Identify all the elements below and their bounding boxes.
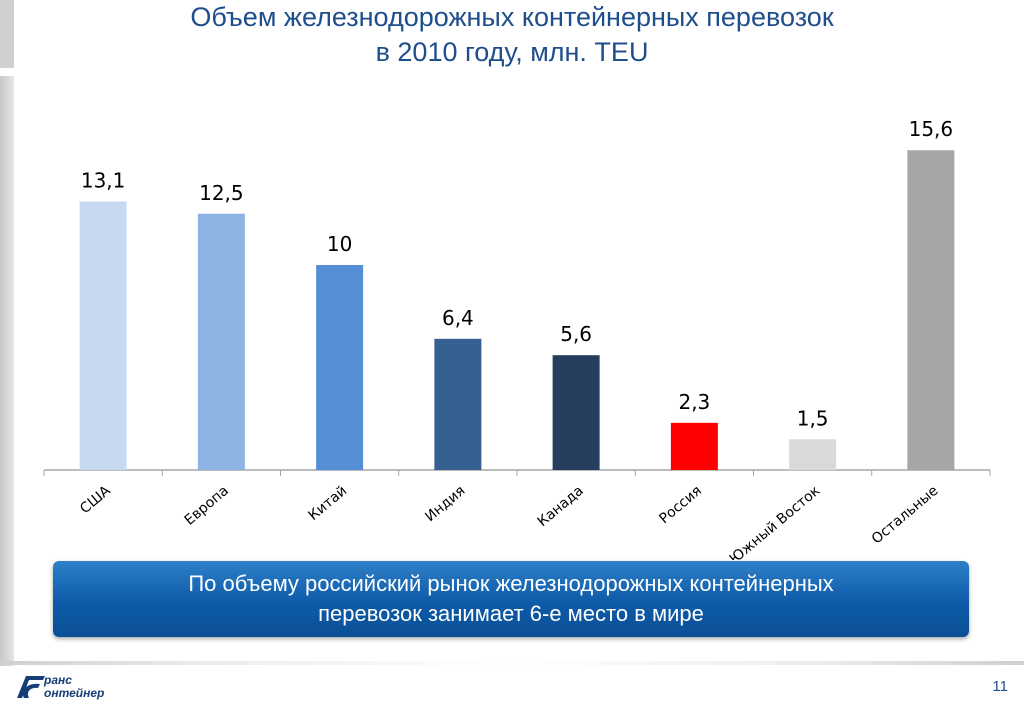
bar-value-label: 13,1: [81, 168, 126, 192]
banner-line-1: По объему российский рынок железнодорожн…: [188, 571, 834, 596]
bar-value-label: 12,5: [199, 181, 244, 205]
bar-value-label: 1,5: [797, 406, 829, 430]
category-label: США: [77, 483, 114, 518]
logo-line-1: ранс: [44, 673, 72, 687]
bar: [434, 338, 482, 470]
bar: [79, 201, 127, 470]
bar: [789, 439, 837, 470]
bar-value-label: 2,3: [678, 390, 710, 414]
bar: [197, 213, 245, 470]
side-accent-top: [0, 0, 14, 68]
title-line-1: Объем железнодорожных контейнерных перев…: [190, 2, 834, 32]
bar: [552, 355, 600, 470]
category-label: Европа: [182, 483, 232, 529]
banner-line-2: перевозок занимает 6-е место в мире: [318, 601, 704, 626]
bar-chart: 13,1 США 12,5 Европа 10 Китай 6,4 Индия 5,6 Канад…: [43, 117, 991, 560]
title-line-2: в 2010 году, млн. TEU: [375, 37, 649, 67]
logo-line-2: онтейнер: [44, 686, 105, 700]
slide-title: Объем железнодорожных контейнерных перев…: [0, 0, 1024, 70]
bar: [670, 422, 718, 470]
category-label: Остальные: [869, 483, 942, 548]
category-label: Южный Восток: [727, 483, 823, 560]
category-label: Канада: [535, 483, 587, 530]
page-number: 11: [992, 678, 1008, 695]
logo-emblem-icon: [17, 676, 45, 698]
company-logo: ранс онтейнер: [14, 672, 124, 702]
bar-value-label: 5,6: [560, 322, 592, 346]
summary-banner: По объему российский рынок железнодорожн…: [53, 561, 969, 637]
bar-value-label: 6,4: [442, 306, 474, 330]
side-accent: [0, 76, 14, 666]
bar-value-label: 15,6: [909, 117, 954, 141]
category-label: Индия: [422, 483, 468, 525]
category-label: Китай: [306, 483, 351, 524]
bar-value-label: 10: [327, 232, 352, 256]
bar: [907, 150, 955, 470]
category-label: Россия: [656, 483, 705, 527]
bar: [316, 265, 364, 470]
footer-divider: [0, 661, 1024, 665]
